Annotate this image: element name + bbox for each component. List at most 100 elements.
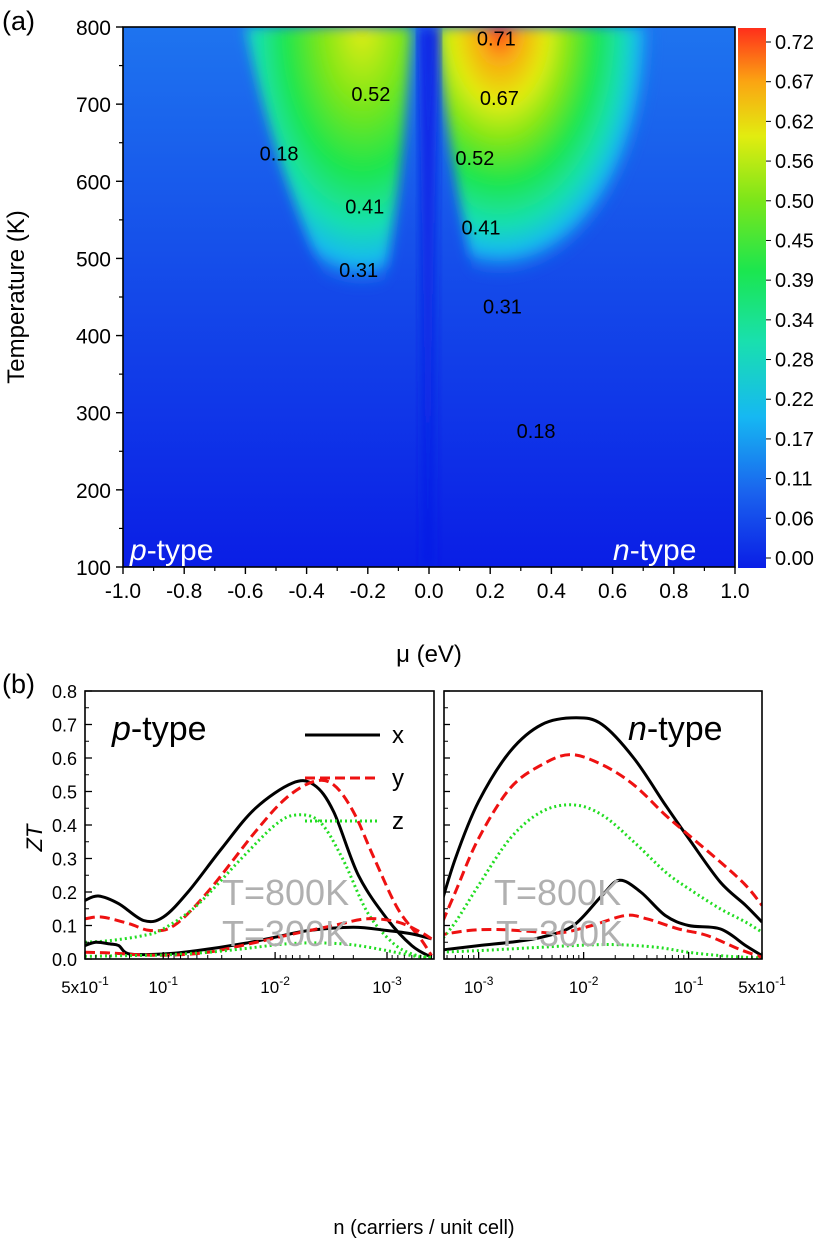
- zt-x-tick-label-right: 10-1: [674, 974, 704, 997]
- contour-label: 0.67: [480, 88, 519, 110]
- legend-label-z: z: [392, 808, 404, 835]
- x-tick-label: -0.2: [350, 580, 386, 603]
- contour-label: 0.31: [483, 296, 522, 318]
- y-tick-label: 800: [76, 17, 111, 40]
- colorbar-tick-label: 0.50: [775, 191, 814, 213]
- y-tick-label: 600: [76, 171, 111, 194]
- colorbar-tick-label: 0.28: [775, 350, 814, 372]
- heatmap-center-dip: [418, 27, 440, 567]
- colorbar-ticks: 0.72 0.67 0.62 0.56 0.50 0.45 0.39 0.34 0.28 0.22…: [766, 32, 814, 570]
- contour-label: 0.71: [477, 29, 516, 51]
- zt-x-tick-label-right: 10-3: [464, 974, 494, 997]
- n-type-curves: [444, 716, 762, 959]
- panel-a-xlabel: μ (eV): [396, 641, 462, 668]
- zt-x-tick-label-right: 10-2: [569, 974, 599, 997]
- zt-curve-x-t300k: [85, 925, 432, 957]
- zt-x-tick-label-left: 10-2: [260, 974, 290, 997]
- n-rest: -type: [630, 534, 697, 567]
- contour-label: 0.18: [260, 144, 299, 166]
- panel-b-xlabel: n (carriers / unit cell): [333, 1217, 514, 1239]
- colorbar-tick-label: 0.72: [775, 32, 814, 54]
- tick-exponent: -1: [693, 974, 704, 988]
- tick-exponent: -3: [391, 974, 402, 988]
- n-italic: n: [613, 534, 630, 567]
- colorbar-tick-label: 0.62: [775, 111, 814, 133]
- tick-mantissa: 10: [148, 978, 167, 997]
- zt-y-tick-label: 0.7: [52, 716, 77, 736]
- zt-curve-y-t800k: [85, 778, 433, 957]
- x-tick-label: -0.8: [166, 580, 202, 603]
- tick-exponent: -2: [588, 974, 599, 988]
- zt-y-tick-label: 0.8: [52, 682, 77, 702]
- tick-mantissa: 10: [674, 978, 693, 997]
- y-tick-label: 400: [76, 326, 111, 349]
- legend-label-y: y: [392, 765, 404, 792]
- zt-curve-y-t800k: [444, 753, 762, 923]
- x-tick-label: 0.2: [476, 580, 505, 603]
- zt-x-tick-label-left: 5x10-1: [61, 974, 109, 997]
- zt-y-tick-label: 0.1: [52, 917, 77, 937]
- legend-label-x: x: [392, 722, 404, 749]
- x-tick-label: 0.0: [414, 580, 443, 603]
- zt-curve-z-t800k: [85, 813, 432, 959]
- n-rest-b: -type: [647, 710, 723, 748]
- y-tick-label: 700: [76, 94, 111, 117]
- temp-300k-right: T=300K: [496, 913, 623, 954]
- legend: x y z: [305, 722, 404, 835]
- x-tick-label: 0.8: [659, 580, 688, 603]
- zt-curve-z-t300k: [444, 943, 762, 959]
- temp-300k-left: T=300K: [222, 913, 349, 954]
- tick-mantissa: 10: [372, 978, 391, 997]
- contour-label: 0.41: [462, 218, 501, 240]
- colorbar-tick-label: 0.39: [775, 270, 814, 292]
- zt-y-tick-label: 0.3: [52, 850, 77, 870]
- colorbar-tick-label: 0.17: [775, 429, 814, 451]
- panel-a-label: (a): [2, 6, 35, 36]
- p-italic-b: p: [111, 710, 131, 748]
- p-rest-b: -type: [131, 710, 207, 748]
- x-tick-label: 1.0: [720, 580, 749, 603]
- contour-label: 0.31: [339, 260, 378, 282]
- x-tick-label: -0.6: [227, 580, 263, 603]
- tick-mantissa: 5x10: [61, 978, 98, 997]
- zt-curve-z-t800k: [444, 803, 762, 940]
- p-type-label-a: p-type: [129, 534, 213, 567]
- zt-curve-y-t300k: [85, 917, 433, 957]
- tick-exponent: -1: [167, 974, 178, 988]
- colorbar-tick-label: 0.06: [775, 508, 814, 530]
- colorbar-tick-label: 0.34: [775, 310, 814, 332]
- temp-800k-right: T=800K: [494, 872, 621, 913]
- x-tick-label: -1.0: [105, 580, 141, 603]
- x-tick-label: 0.6: [598, 580, 627, 603]
- zt-curve-x-t800k: [85, 779, 433, 959]
- p-rest: -type: [147, 534, 214, 567]
- p-italic: p: [129, 534, 147, 567]
- temp-800k-left: T=800K: [222, 872, 349, 913]
- colorbar-tick-label: 0.22: [775, 389, 814, 411]
- colorbar-tick-label: 0.00: [775, 548, 814, 570]
- tick-mantissa: 10: [569, 978, 588, 997]
- tick-exponent: -2: [279, 974, 290, 988]
- panel-b-ylabel: ZT: [22, 823, 47, 852]
- zt-y-tick-label: 0.4: [52, 816, 77, 836]
- colorbar-tick-label: 0.67: [775, 72, 814, 94]
- contour-labels: 0.71 0.52 0.67 0.18 0.52 0.41 0.41 0.31 0.31 0.18: [260, 29, 556, 444]
- tick-mantissa: 10: [464, 978, 483, 997]
- tick-mantissa: 10: [260, 978, 279, 997]
- zt-right-panel: [443, 690, 763, 960]
- contour-label: 0.41: [345, 197, 384, 219]
- panel-a-axes: -1.0 -0.8 -0.6 -0.4 -0.2 0.0 0.2 0.4 0.6 0.8 1.0 10…: [76, 17, 750, 603]
- n-type-label-a: n-type: [613, 534, 696, 567]
- contour-label: 0.52: [455, 148, 494, 170]
- heatmap: [123, 27, 735, 567]
- zt-x-tick-label-left: 10-3: [372, 974, 402, 997]
- p-type-title-b: p-type: [111, 710, 207, 748]
- y-tick-label: 200: [76, 480, 111, 503]
- tick-mantissa: 5x10: [738, 978, 775, 997]
- zt-x-tick-label-right: 5x10-1: [738, 974, 786, 997]
- zt-curve-z-t300k: [85, 941, 432, 959]
- contour-label: 0.18: [517, 421, 556, 443]
- x-tick-label: -0.4: [289, 580, 326, 603]
